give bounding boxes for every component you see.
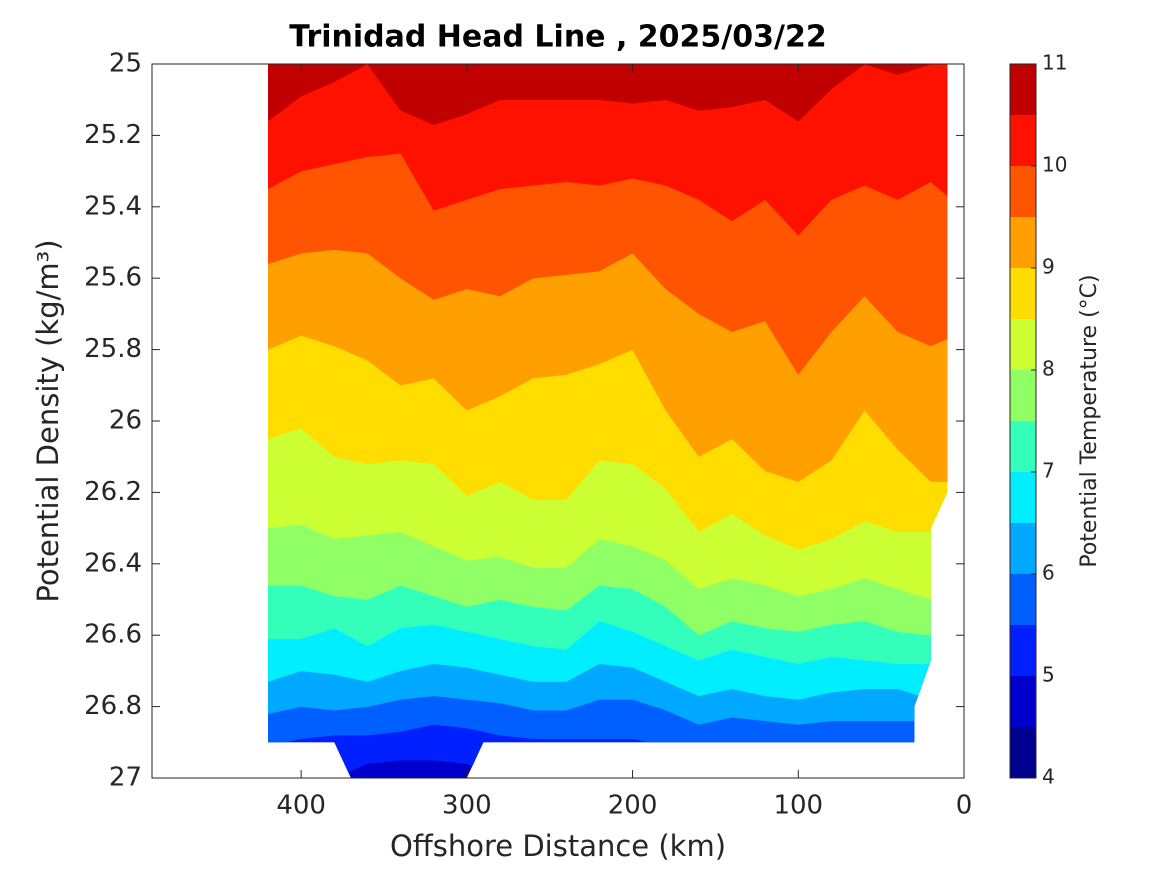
y-tick-label: 26.2 [84,477,142,507]
colorbar-band [1010,727,1036,778]
colorbar-band [1010,370,1036,421]
y-tick-label: 26.4 [84,548,142,578]
colorbar-band [1010,166,1036,217]
y-tick-label: 25.2 [84,120,142,150]
colorbar-tick-label: 4 [1042,765,1055,789]
x-axis-label: Offshore Distance (km) [390,829,726,863]
y-tick-label: 26 [109,406,142,436]
y-tick-label: 25.6 [84,263,142,293]
colorbar-tick-label: 6 [1042,561,1055,585]
contour-fill [268,64,948,778]
y-tick-label: 25.8 [84,334,142,364]
x-tick-label: 200 [608,791,658,821]
colorbar-band [1010,64,1036,115]
colorbar-band [1010,421,1036,472]
colorbar-label: Potential Temperature (°C) [1077,274,1102,567]
y-tick-label: 26.6 [84,620,142,650]
colorbar-tick-label: 11 [1042,51,1067,75]
contour-band [268,64,948,125]
colorbar-band [1010,217,1036,268]
chart-title: Trinidad Head Line , 2025/03/22 [289,20,826,55]
colorbar-tick-label: 9 [1042,255,1055,279]
colorbar-band [1010,115,1036,166]
colorbar-band [1010,523,1036,574]
x-tick-label: 400 [276,791,326,821]
colorbar-band [1010,319,1036,370]
colorbar-frame [1009,63,1037,779]
colorbar-band [1010,574,1036,625]
x-tick-label: 300 [442,791,492,821]
colorbar-tick-label: 8 [1042,357,1055,381]
colorbar-band [1010,625,1036,676]
y-tick-label: 27 [109,763,142,793]
colorbar-band [1010,676,1036,727]
x-tick-label: 100 [773,791,823,821]
colorbar-band [1010,268,1036,319]
colorbar-band [1010,472,1036,523]
y-axis-label: Potential Density (kg/m³) [31,239,65,602]
colorbar-tick-label: 7 [1042,459,1055,483]
colorbar-tick-label: 5 [1042,663,1055,687]
colorbar-tick-label: 10 [1042,153,1067,177]
y-tick-label: 26.8 [84,691,142,721]
x-tick-label: 0 [956,791,973,821]
y-tick-label: 25 [109,49,142,79]
y-tick-label: 25.4 [84,191,142,221]
